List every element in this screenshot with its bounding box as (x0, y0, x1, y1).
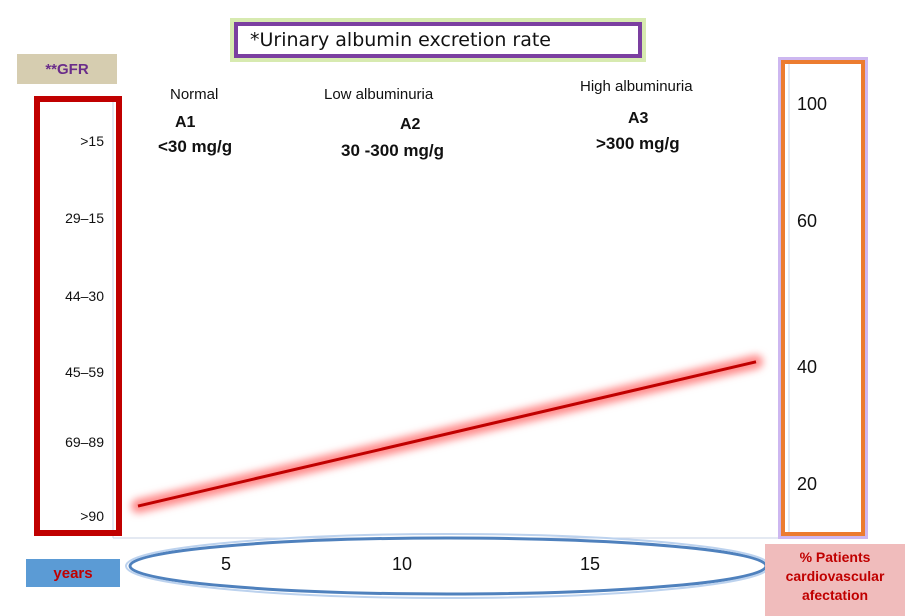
x-tick: 10 (392, 554, 413, 574)
y-right-tick: 20 (797, 474, 818, 494)
left-axis-title: **GFR (17, 54, 117, 84)
category-a1-code: A1 (175, 114, 196, 131)
y-left-tick: 69–89 (65, 434, 104, 450)
category-a1-name: Normal (170, 86, 219, 103)
y-left-tick: >90 (80, 508, 104, 524)
right-axis-title: % Patients cardiovascular afectation (765, 544, 905, 616)
category-a1-range: <30 mg/g (158, 137, 233, 156)
right-axis-frame (781, 60, 865, 536)
y-left-tick: 29–15 (65, 210, 104, 226)
y-left-tick: 45–59 (65, 364, 104, 380)
y-right-tick: 40 (797, 357, 818, 377)
y-right-tick: 60 (797, 211, 818, 231)
category-a3-range: >300 mg/g (596, 134, 680, 153)
x-tick: 15 (580, 554, 601, 574)
y-left-tick: >15 (80, 133, 104, 149)
x-tick: 5 (221, 554, 232, 574)
category-a2-code: A2 (400, 116, 421, 133)
category-a2-range: 30 -300 mg/g (341, 141, 444, 160)
category-a2-name: Low albuminuria (324, 86, 434, 103)
y-right-tick: 100 (797, 94, 828, 114)
left-axis-frame (34, 96, 122, 536)
series-line (137, 360, 757, 508)
chart-title: *Urinary albumin excretion rate (234, 22, 642, 58)
category-a3-code: A3 (628, 110, 649, 127)
category-a3-name: High albuminuria (580, 78, 693, 95)
y-left-tick: 44–30 (65, 288, 104, 304)
x-axis-title: years (26, 559, 120, 587)
